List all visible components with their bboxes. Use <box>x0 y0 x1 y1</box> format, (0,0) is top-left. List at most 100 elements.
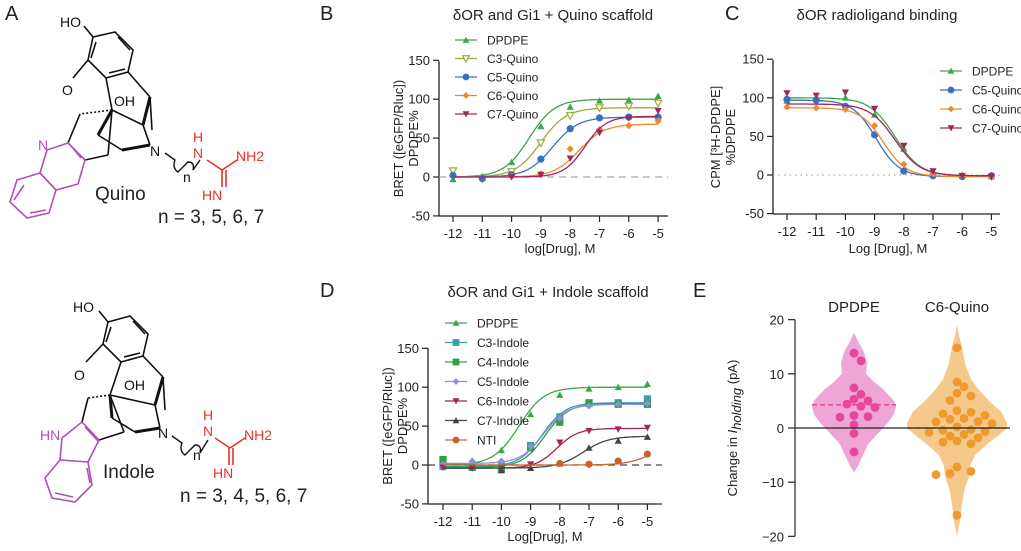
data-point <box>508 174 516 181</box>
quino-guanidine <box>206 159 238 187</box>
data-point <box>595 97 604 104</box>
data-point <box>952 406 962 416</box>
data-point <box>614 426 622 433</box>
indole-guanidine <box>214 437 246 465</box>
quino-ho-label: HO <box>60 14 81 30</box>
fit-curve <box>453 98 659 178</box>
legend-item: C4-Indole <box>445 356 529 370</box>
x-tick-label: -6 <box>623 226 635 241</box>
legend-item: C5-Quino <box>940 84 1021 98</box>
x-tick-label: -8 <box>554 514 566 529</box>
legend-label: C6-Quino <box>972 103 1021 117</box>
y-label-suffix: (pA) <box>725 360 740 388</box>
data-point <box>643 380 651 387</box>
indole-n-amine-label: N <box>158 425 168 441</box>
legend-item: C3-Quino <box>455 52 539 66</box>
data-point <box>537 171 545 179</box>
data-point <box>643 399 651 408</box>
data-point <box>585 427 593 435</box>
legend-item: C3-Indole <box>445 336 529 350</box>
data-point <box>653 99 663 108</box>
legend-item: C5-Quino <box>455 71 539 85</box>
indole-nh2-label: NH2 <box>244 427 272 443</box>
data-point <box>966 439 976 449</box>
legend-marker <box>462 73 470 81</box>
data-point <box>508 158 516 166</box>
y-tick-label: 100 <box>408 92 430 107</box>
data-point <box>643 395 651 403</box>
legend-label: C7-Indole <box>477 414 529 428</box>
x-tick-label: -7 <box>583 514 595 529</box>
data-point <box>987 173 995 181</box>
data-point <box>841 89 849 96</box>
y-tick-label: 150 <box>408 53 430 68</box>
indole-n-values: n = 3, 4, 5, 6, 7 <box>180 486 307 507</box>
data-point <box>973 417 983 426</box>
legend-label: DPDPE <box>972 65 1013 79</box>
y-tick-label: 0 <box>423 170 430 185</box>
data-point <box>449 171 457 180</box>
x-tick-label: -5 <box>652 226 664 241</box>
legend-marker <box>461 55 471 64</box>
series-c6-quino <box>453 117 662 180</box>
data-point <box>527 464 535 471</box>
data-point <box>938 409 948 419</box>
data-point <box>849 411 859 420</box>
legend-label: DPDPE <box>487 34 528 48</box>
quino-n-ring-label: N <box>38 137 48 153</box>
y-tick-label: -50 <box>745 206 764 221</box>
chart-title: δOR and Gi1 + Indole scaffold <box>447 284 648 301</box>
indole-nh-label: N <box>203 423 213 439</box>
data-point <box>556 418 564 426</box>
legend-marker <box>452 398 460 405</box>
x-tick-label: -6 <box>612 514 624 529</box>
data-point <box>537 155 545 163</box>
data-point <box>987 419 997 429</box>
data-point <box>900 167 908 175</box>
data-point <box>945 414 955 424</box>
legend-label: C7-Quino <box>487 108 539 122</box>
quino-nh2-label: NH2 <box>236 148 264 164</box>
data-point <box>835 412 845 422</box>
x-tick-label: -9 <box>869 224 881 239</box>
data-point <box>643 424 651 432</box>
data-point <box>497 457 505 465</box>
legend-label: NTI <box>477 434 496 448</box>
data-point <box>537 122 545 130</box>
indole-hn-label: HN <box>213 465 233 481</box>
data-point <box>980 411 990 420</box>
quino-hn-label: HN <box>202 187 222 203</box>
legend-marker <box>462 36 470 43</box>
phenol-ring <box>87 31 134 79</box>
x-tick-label: -5 <box>642 514 654 529</box>
quino-name-label: Quino <box>95 184 146 205</box>
legend-label: C5-Indole <box>477 375 529 389</box>
data-point <box>849 420 859 430</box>
legend-item: C6-Quino <box>455 89 539 103</box>
series-c6-quino <box>783 103 995 181</box>
fit-curve <box>443 402 648 468</box>
x-tick-label: -11 <box>807 224 825 239</box>
data-point <box>980 427 990 437</box>
data-point <box>566 155 574 162</box>
indole-o-label: O <box>74 367 85 383</box>
legend-marker <box>462 92 470 99</box>
y-axis-label-line1: BRET ([eGFP/Rluc]) <box>380 367 395 485</box>
y-axis-label-line2: %DPDPE <box>723 109 738 166</box>
data-point <box>952 422 962 432</box>
data-point <box>945 395 955 405</box>
legend-marker <box>452 378 460 385</box>
data-point <box>614 457 622 465</box>
data-point <box>842 399 852 409</box>
legend-label: C4-Indole <box>477 356 529 370</box>
data-point <box>643 433 651 440</box>
indole-h-label: H <box>203 407 213 423</box>
chart-b-quino-bret: δOR and Gi1 + Quino scaffold 150 100 50 0 -50… <box>391 7 668 256</box>
y-tick-label: 50 <box>750 129 764 144</box>
data-point <box>871 111 879 118</box>
data-point <box>952 510 962 520</box>
legend-marker <box>452 319 460 326</box>
indole-ho-label: HO <box>73 299 94 315</box>
legend-label: C3-Indole <box>477 336 529 350</box>
fit-curve <box>443 455 648 466</box>
